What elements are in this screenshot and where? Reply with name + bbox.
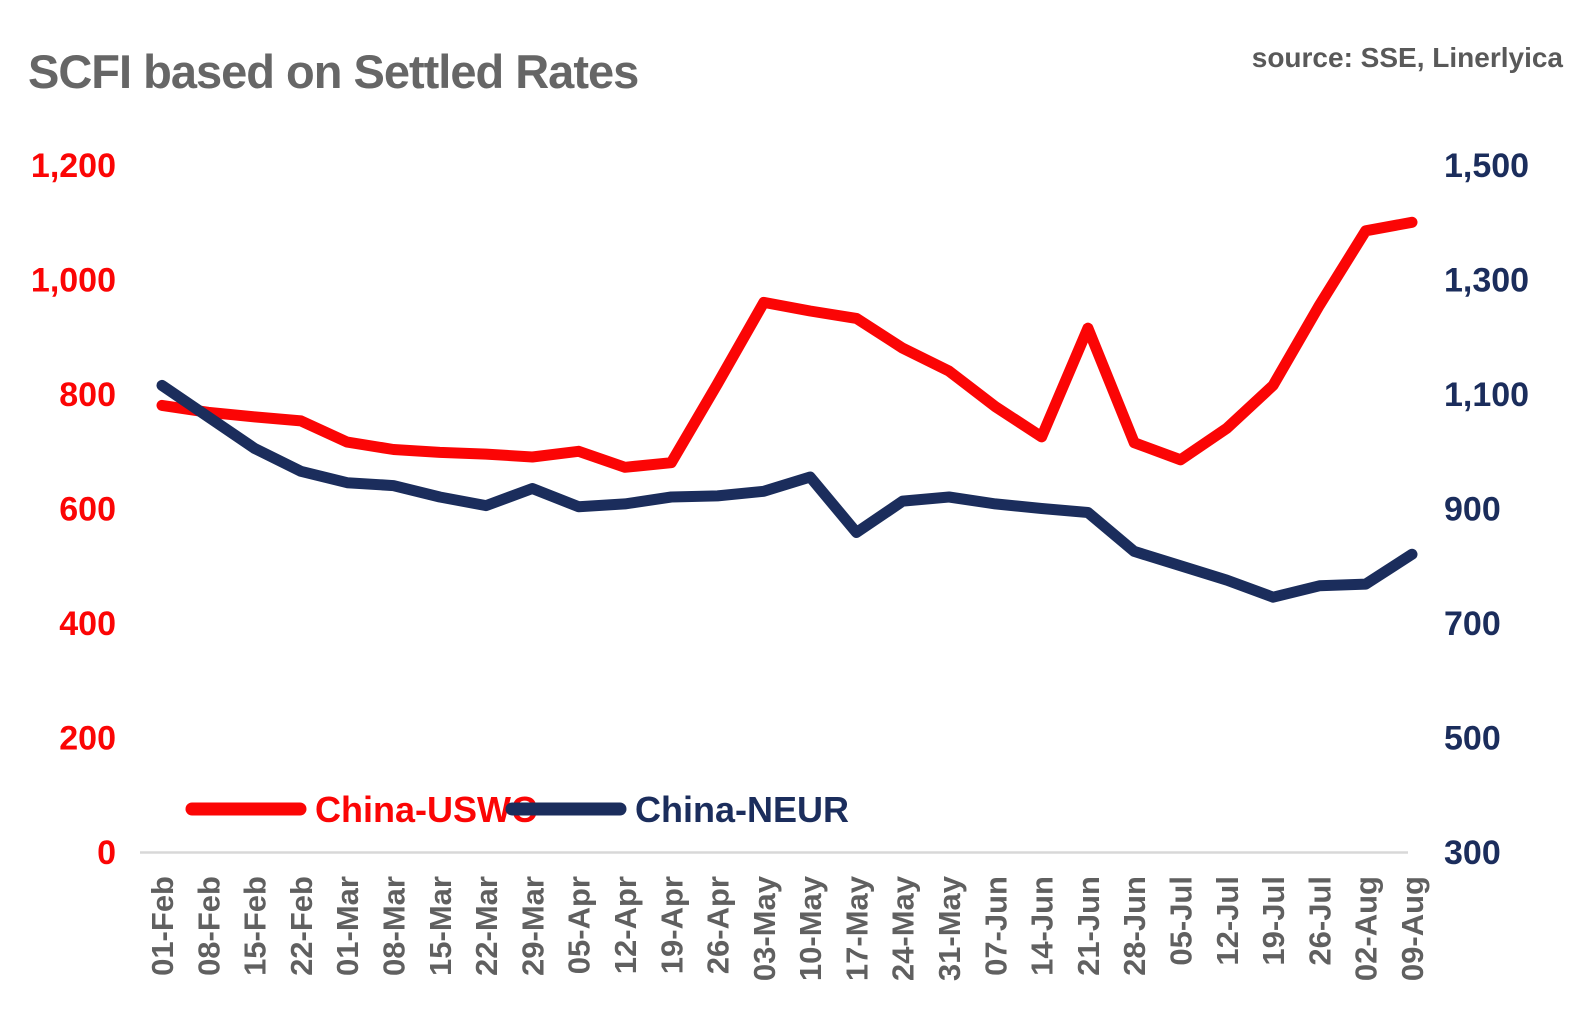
left-axis-tick-label: 1,000 (31, 262, 116, 300)
x-axis-tick-label: 26-Apr (701, 876, 736, 974)
x-axis-tick-label: 19-Jul (1256, 876, 1291, 966)
x-axis-tick-label: 12-Jul (1210, 876, 1245, 966)
series-line-china-neur (156, 379, 1418, 603)
x-axis-tick-label: 08-Mar (376, 876, 411, 976)
x-axis-tick-label: 24-May (886, 875, 921, 981)
x-axis-tick-label: 12-Apr (608, 876, 643, 974)
legend-label-china-uswc: China-USWC (315, 789, 537, 830)
x-axis-tick-label: 01-Mar (330, 876, 365, 976)
x-axis-tick-label: 17-May (839, 875, 874, 981)
source-credit: source: SSE, Linerlyica (1251, 42, 1563, 73)
right-axis-tick-label: 1,100 (1444, 376, 1529, 414)
x-axis-tick-label: 14-Jun (1025, 876, 1060, 976)
right-axis-tick-label: 1,300 (1444, 262, 1529, 300)
x-axis-tick-label: 19-Apr (654, 876, 689, 974)
left-axis-tick-label: 0 (97, 834, 116, 872)
x-axis-tick-label: 29-Mar (515, 876, 550, 976)
x-axis-tick-label: 07-Jun (978, 876, 1013, 976)
x-axis-tick-label: 08-Feb (191, 876, 226, 976)
x-axis-tick-label: 28-Jun (1117, 876, 1152, 976)
legend-label-china-neur: China-NEUR (635, 789, 849, 830)
x-axis-tick-label: 01-Feb (145, 876, 180, 976)
left-axis-tick-label: 400 (59, 605, 116, 643)
x-axis-tick-label: 03-May (747, 875, 782, 981)
series-line-china-uswc (156, 216, 1418, 473)
x-axis-tick-label: 09-Aug (1395, 876, 1430, 981)
x-axis-tick-label: 21-Jun (1071, 876, 1106, 976)
x-axis-tick-label: 15-Mar (423, 876, 458, 976)
x-axis-tick-label: 22-Mar (469, 876, 504, 976)
right-axis-tick-label: 1,500 (1444, 147, 1529, 185)
x-axis-tick-label: 26-Jul (1302, 876, 1337, 966)
right-axis-tick-label: 700 (1444, 605, 1501, 643)
x-axis-tick-label: 31-May (932, 875, 967, 981)
left-axis-tick-label: 200 (59, 720, 116, 758)
chart-title: SCFI based on Settled Rates (28, 45, 639, 98)
right-axis-tick-label: 900 (1444, 491, 1501, 529)
left-axis-tick-label: 1,200 (31, 147, 116, 185)
x-axis-tick-label: 05-Apr (562, 876, 597, 974)
left-axis-tick-label: 800 (59, 376, 116, 414)
x-axis-tick-label: 05-Jul (1164, 876, 1199, 966)
x-axis-tick-label: 10-May (793, 875, 828, 981)
left-axis-tick-label: 600 (59, 491, 116, 529)
x-axis-tick-label: 15-Feb (238, 876, 273, 976)
right-axis-tick-label: 500 (1444, 720, 1501, 758)
x-axis-tick-label: 02-Aug (1349, 876, 1384, 981)
x-axis-tick-label: 22-Feb (284, 876, 319, 976)
right-axis-tick-label: 300 (1444, 834, 1501, 872)
